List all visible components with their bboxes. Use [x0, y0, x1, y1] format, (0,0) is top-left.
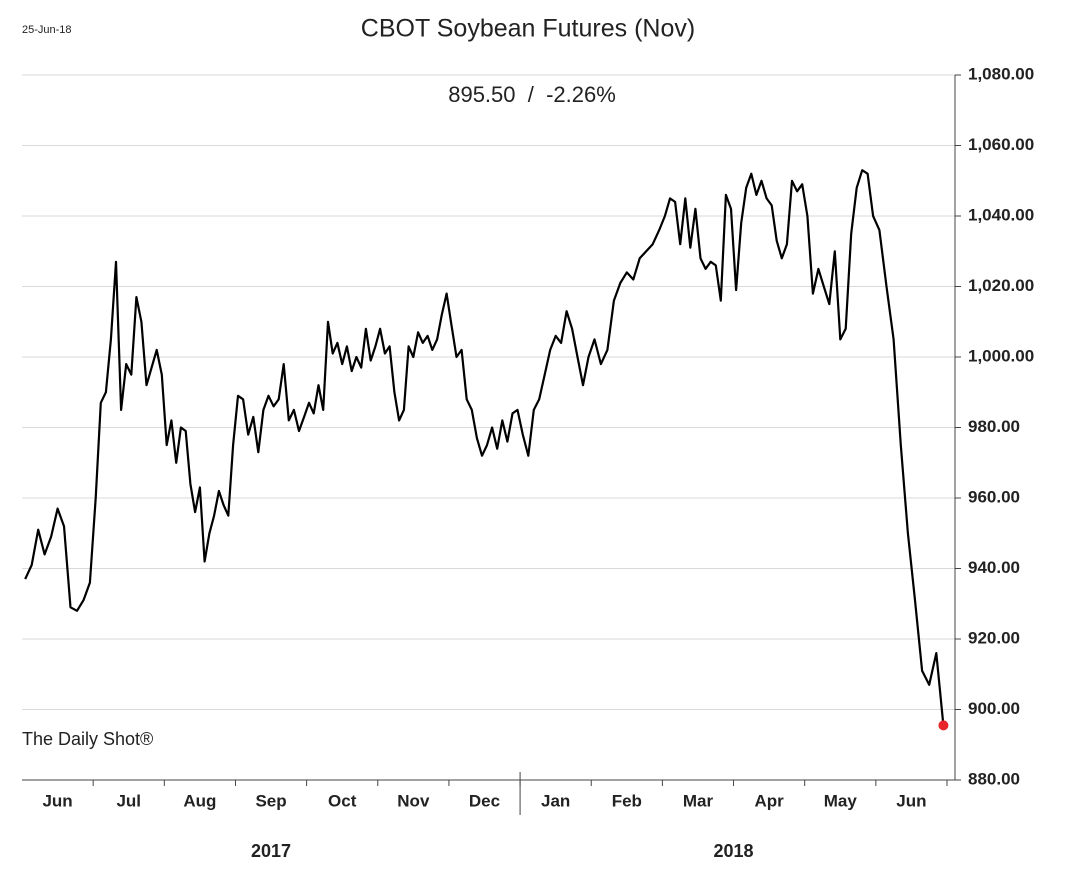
- x-tick-label: Oct: [328, 791, 357, 810]
- y-tick-label: 1,040.00: [968, 205, 1034, 224]
- x-tick-label: Nov: [397, 791, 430, 810]
- year-label: 2017: [251, 841, 291, 861]
- date-label: 25-Jun-18: [22, 24, 72, 36]
- y-tick-label: 1,020.00: [968, 276, 1034, 295]
- y-tick-label: 920.00: [968, 628, 1020, 647]
- x-tick-label: May: [824, 791, 858, 810]
- y-tick-label: 880.00: [968, 769, 1020, 788]
- x-tick-label: Jan: [541, 791, 570, 810]
- x-tick-label: Dec: [469, 791, 500, 810]
- x-tick-label: Feb: [612, 791, 642, 810]
- y-tick-label: 900.00: [968, 699, 1020, 718]
- year-label: 2018: [714, 841, 754, 861]
- y-tick-label: 1,060.00: [968, 135, 1034, 154]
- y-tick-label: 960.00: [968, 487, 1020, 506]
- last-point: [938, 720, 949, 731]
- source-label: The Daily Shot®: [22, 729, 153, 749]
- price-line: [24, 169, 945, 726]
- x-tick-label: Mar: [683, 791, 714, 810]
- chart-title: CBOT Soybean Futures (Nov): [361, 15, 695, 43]
- y-tick-label: 1,000.00: [968, 346, 1034, 365]
- x-tick-label: Jul: [116, 791, 141, 810]
- y-tick-label: 1,080.00: [968, 64, 1034, 83]
- x-tick-label: Apr: [754, 791, 784, 810]
- y-tick-label: 980.00: [968, 417, 1020, 436]
- x-tick-label: Jun: [42, 791, 72, 810]
- x-tick-label: Aug: [183, 791, 216, 810]
- x-tick-label: Sep: [255, 791, 286, 810]
- x-tick-label: Jun: [896, 791, 926, 810]
- y-tick-label: 940.00: [968, 558, 1020, 577]
- chart-subtitle: 895.50 / -2.26%: [448, 82, 616, 107]
